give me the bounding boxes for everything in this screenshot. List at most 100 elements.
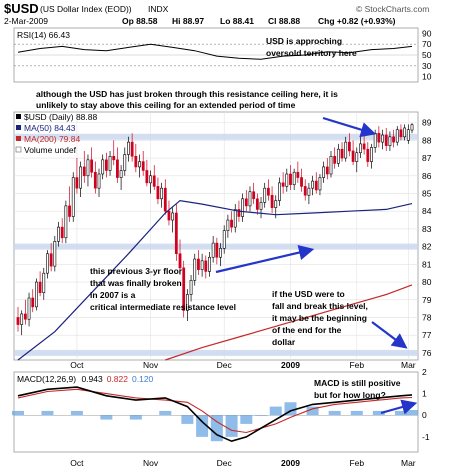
candle-body: [241, 198, 245, 217]
price-tick-label: 84: [422, 206, 432, 216]
price-tick-label: 76: [422, 348, 432, 358]
candle-body: [399, 129, 403, 138]
rsi-tick-label: 50: [422, 50, 432, 60]
candle-body: [68, 205, 71, 217]
fall-annotation-line3: it may be the beginning: [272, 313, 367, 323]
annotation-arrows: [215, 116, 418, 415]
candle-body: [82, 166, 86, 177]
candle-body: [226, 219, 230, 231]
quote-change: Chg +0.82 (+0.93%): [318, 16, 396, 26]
ma200-line: [165, 284, 413, 361]
fall-annotation-line4: of the end for the: [272, 325, 342, 335]
macd-label-hist: 0.120: [132, 374, 154, 384]
ceiling-arrow: [322, 116, 377, 138]
candle-body: [141, 161, 145, 171]
candle-body: [108, 155, 112, 171]
candle-body: [53, 241, 57, 267]
floor-annotation: this previous 3-yr floor that was finall…: [90, 266, 236, 312]
candle-body: [274, 200, 278, 208]
macd-x-label: Mar: [401, 458, 416, 468]
candle-body: [178, 253, 182, 269]
candle-body: [93, 171, 97, 189]
fall-annotation: if the USD were to fall and break this l…: [272, 289, 370, 347]
price-tick-label: 85: [422, 188, 432, 198]
price-tick-label: 77: [422, 330, 432, 340]
candle-body: [384, 134, 388, 146]
support-band: [14, 349, 418, 356]
macd-histogram-bar: [12, 410, 24, 416]
candle-body: [119, 170, 123, 178]
price-tick-label: 83: [422, 224, 432, 234]
candle-body: [311, 180, 314, 189]
macd-histogram-bar: [70, 410, 83, 416]
price-x-label: Mar: [401, 360, 416, 370]
candle-body: [410, 124, 414, 131]
legend-ma200: MA(200) 79.84: [24, 134, 80, 144]
candle-body: [20, 313, 24, 325]
macd-histogram-bar: [181, 415, 194, 424]
floor-annotation-line2: that was finally broken: [90, 278, 182, 288]
floor-annotation-line4: critical intermediate resistance level: [90, 302, 236, 312]
legend-price: $USD (Daily) 88.88: [24, 112, 97, 122]
candle-body: [189, 279, 193, 295]
candle-body: [259, 202, 263, 210]
price-x-label: Nov: [143, 360, 159, 370]
candle-body: [163, 187, 167, 212]
macd-tick-label: 2: [422, 367, 427, 377]
candle-body: [244, 198, 248, 207]
candle-body: [112, 155, 116, 161]
fall-annotation-line5: dollar: [272, 337, 296, 347]
candle-body: [23, 313, 27, 320]
candle-body: [355, 152, 359, 162]
legend-ma200-swatch: [16, 136, 21, 141]
rsi-annotation-line2: oversold territory here: [266, 48, 357, 58]
rsi-tick-label: 10: [422, 72, 432, 82]
rsi-plot: [14, 43, 418, 67]
macd-histogram-bar: [372, 410, 385, 416]
floor-annotation-line3: in 2007 is a: [90, 290, 136, 300]
legend-price-swatch: [16, 114, 21, 119]
candle-body: [252, 191, 256, 200]
quote-high: Hi 88.97: [172, 16, 204, 26]
rsi-annotation-line1: USD is approching: [266, 36, 342, 46]
fall-annotation-line2: fall and break this level,: [272, 301, 368, 311]
candle-body: [42, 272, 46, 293]
breakdown-arrow: [371, 321, 408, 349]
candle-body: [403, 127, 407, 138]
candle-body: [336, 148, 340, 164]
macd-line: [17, 386, 413, 443]
price-tick-label: 79: [422, 295, 432, 305]
macd-x-label: Feb: [349, 458, 364, 468]
candle-body: [359, 143, 362, 154]
macd-histogram-bar: [225, 415, 238, 437]
macd-histogram-bar: [159, 410, 172, 416]
macd-x-label: Dec: [217, 458, 233, 468]
candle-body: [392, 136, 395, 143]
candle-body: [152, 175, 156, 187]
candle-body: [197, 258, 200, 270]
candle-body: [248, 191, 252, 207]
price-legend: $USD (Daily) 88.88 MA(50) 84.43 MA(200) …: [15, 112, 97, 155]
candle-body: [362, 143, 366, 150]
price-tick-label: 87: [422, 153, 432, 163]
candle-body: [333, 155, 337, 164]
macd-tick-label: 0: [422, 410, 427, 420]
candle-body: [97, 173, 101, 189]
macd-axis: 2 1 0 -1: [422, 367, 430, 442]
candle-body: [127, 141, 130, 155]
candle-body: [123, 154, 127, 171]
candle-body: [307, 187, 311, 196]
candle-body: [79, 166, 82, 189]
candle-body: [185, 294, 189, 311]
macd-x-label: Nov: [143, 458, 159, 468]
ceiling-annotation-line1: although the USD has just broken through…: [36, 89, 338, 99]
price-tick-label: 80: [422, 277, 432, 287]
candle-body: [208, 256, 211, 272]
price-tick-label: 89: [422, 118, 432, 128]
candle-body: [116, 159, 119, 178]
candle-body: [57, 226, 60, 242]
macd-histogram-bar: [196, 415, 209, 437]
macd-signal-line: [17, 388, 413, 434]
candle-body: [182, 267, 186, 311]
